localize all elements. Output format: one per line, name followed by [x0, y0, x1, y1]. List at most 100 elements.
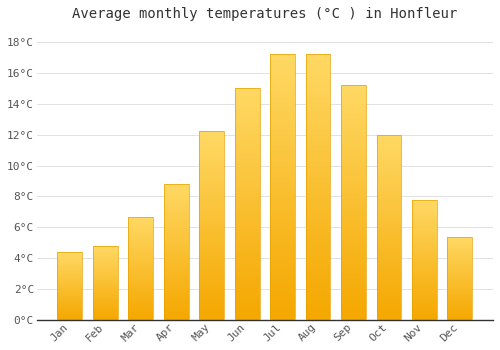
Bar — [128, 302, 153, 304]
Bar — [128, 219, 153, 221]
Bar — [58, 293, 82, 294]
Bar — [270, 209, 295, 214]
Bar — [412, 272, 437, 274]
Bar — [341, 259, 366, 264]
Bar — [164, 230, 188, 233]
Bar — [58, 289, 82, 290]
Bar — [200, 298, 224, 301]
Bar — [448, 285, 472, 287]
Bar — [235, 209, 260, 214]
Bar — [306, 235, 330, 240]
Bar — [200, 256, 224, 260]
Bar — [128, 271, 153, 273]
Bar — [93, 252, 118, 253]
Bar — [448, 267, 472, 268]
Bar — [270, 182, 295, 187]
Bar — [200, 282, 224, 286]
Bar — [235, 107, 260, 111]
Bar — [128, 295, 153, 298]
Bar — [376, 279, 402, 283]
Bar — [200, 199, 224, 203]
Bar — [448, 307, 472, 309]
Bar — [164, 184, 188, 187]
Bar — [341, 108, 366, 113]
Bar — [270, 113, 295, 118]
Bar — [164, 247, 188, 250]
Bar — [164, 228, 188, 230]
Bar — [200, 147, 224, 150]
Bar — [341, 132, 366, 137]
Title: Average monthly temperatures (°C ) in Honfleur: Average monthly temperatures (°C ) in Ho… — [72, 7, 458, 21]
Bar — [93, 246, 118, 320]
Bar — [235, 158, 260, 162]
Bar — [200, 230, 224, 233]
Bar — [164, 250, 188, 252]
Bar — [270, 107, 295, 113]
Bar — [200, 305, 224, 309]
Bar — [93, 301, 118, 302]
Bar — [58, 263, 82, 265]
Bar — [128, 217, 153, 219]
Bar — [448, 314, 472, 315]
Bar — [128, 316, 153, 318]
Bar — [341, 203, 366, 208]
Bar — [270, 219, 295, 224]
Bar — [341, 226, 366, 231]
Bar — [376, 253, 402, 257]
Bar — [412, 299, 437, 301]
Bar — [376, 265, 402, 268]
Bar — [235, 251, 260, 255]
Bar — [448, 275, 472, 277]
Bar — [448, 294, 472, 295]
Bar — [270, 102, 295, 107]
Bar — [235, 279, 260, 283]
Bar — [58, 265, 82, 266]
Bar — [128, 217, 153, 320]
Bar — [93, 262, 118, 264]
Bar — [448, 302, 472, 303]
Bar — [448, 282, 472, 284]
Bar — [341, 165, 366, 170]
Bar — [93, 264, 118, 265]
Bar — [93, 271, 118, 273]
Bar — [128, 298, 153, 300]
Bar — [306, 60, 330, 65]
Bar — [128, 258, 153, 260]
Bar — [128, 233, 153, 235]
Bar — [306, 97, 330, 102]
Bar — [200, 260, 224, 264]
Bar — [448, 292, 472, 294]
Bar — [235, 311, 260, 316]
Bar — [270, 230, 295, 235]
Bar — [412, 313, 437, 315]
Bar — [412, 277, 437, 279]
Bar — [412, 303, 437, 306]
Bar — [58, 267, 82, 268]
Bar — [235, 223, 260, 228]
Bar — [270, 65, 295, 70]
Bar — [270, 81, 295, 86]
Bar — [341, 170, 366, 174]
Bar — [128, 275, 153, 277]
Bar — [93, 246, 118, 247]
Bar — [270, 235, 295, 240]
Bar — [376, 228, 402, 231]
Bar — [412, 289, 437, 291]
Bar — [235, 283, 260, 288]
Bar — [270, 214, 295, 219]
Bar — [128, 239, 153, 241]
Bar — [376, 283, 402, 287]
Bar — [376, 157, 402, 161]
Bar — [270, 171, 295, 176]
Bar — [341, 217, 366, 222]
Bar — [448, 273, 472, 275]
Bar — [235, 88, 260, 93]
Bar — [376, 183, 402, 187]
Bar — [58, 279, 82, 281]
Bar — [164, 296, 188, 299]
Bar — [164, 192, 188, 195]
Bar — [306, 310, 330, 315]
Bar — [412, 265, 437, 267]
Bar — [93, 277, 118, 279]
Bar — [93, 283, 118, 285]
